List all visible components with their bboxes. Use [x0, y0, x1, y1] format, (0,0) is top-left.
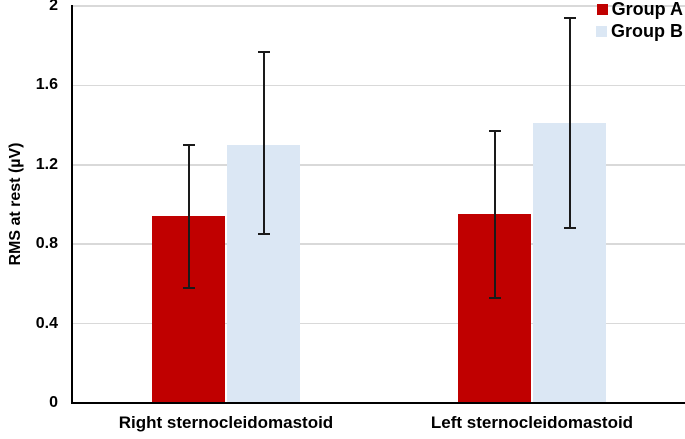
y-tick-label: 2	[49, 0, 58, 14]
y-tick-label: 0.4	[35, 314, 58, 332]
gridline	[73, 164, 685, 166]
legend-item-group-a: Group A	[596, 0, 683, 20]
error-bar-line	[493, 131, 496, 298]
gridline	[73, 322, 685, 325]
legend-swatch-group-b-icon	[596, 25, 607, 37]
error-bar-cap-bottom	[257, 233, 270, 236]
legend-label-group-b: Group B	[611, 21, 683, 41]
error-bar-cap-top	[563, 16, 576, 19]
y-tick-label: 1.2	[35, 155, 58, 173]
error-bar-line	[262, 51, 265, 235]
y-tick-label: 1.6	[35, 76, 58, 94]
error-bar-line	[187, 144, 190, 288]
error-bar-cap-top	[182, 143, 195, 146]
error-bar-cap-bottom	[182, 286, 195, 289]
category-label: Right sternocleidomastoid	[118, 413, 334, 432]
legend: Group A Group B	[596, 0, 683, 42]
legend-item-group-b: Group B	[596, 20, 683, 42]
legend-swatch-group-a-icon	[596, 3, 608, 15]
y-tick-label: 0.8	[35, 235, 58, 253]
category-label: Left sternocleidomastoid	[430, 413, 634, 432]
y-axis-line	[71, 5, 73, 404]
legend-label-group-a: Group A	[611, 0, 683, 19]
error-bar-cap-top	[488, 130, 501, 133]
gridline	[73, 84, 685, 87]
gridline	[73, 243, 685, 245]
x-axis-line	[71, 401, 685, 405]
y-tick-label: 0	[49, 394, 58, 411]
gridline	[73, 5, 685, 7]
error-bar-cap-bottom	[488, 296, 501, 299]
error-bar-line	[568, 17, 571, 229]
error-bar-cap-bottom	[563, 227, 576, 230]
error-bar-cap-top	[257, 50, 270, 53]
